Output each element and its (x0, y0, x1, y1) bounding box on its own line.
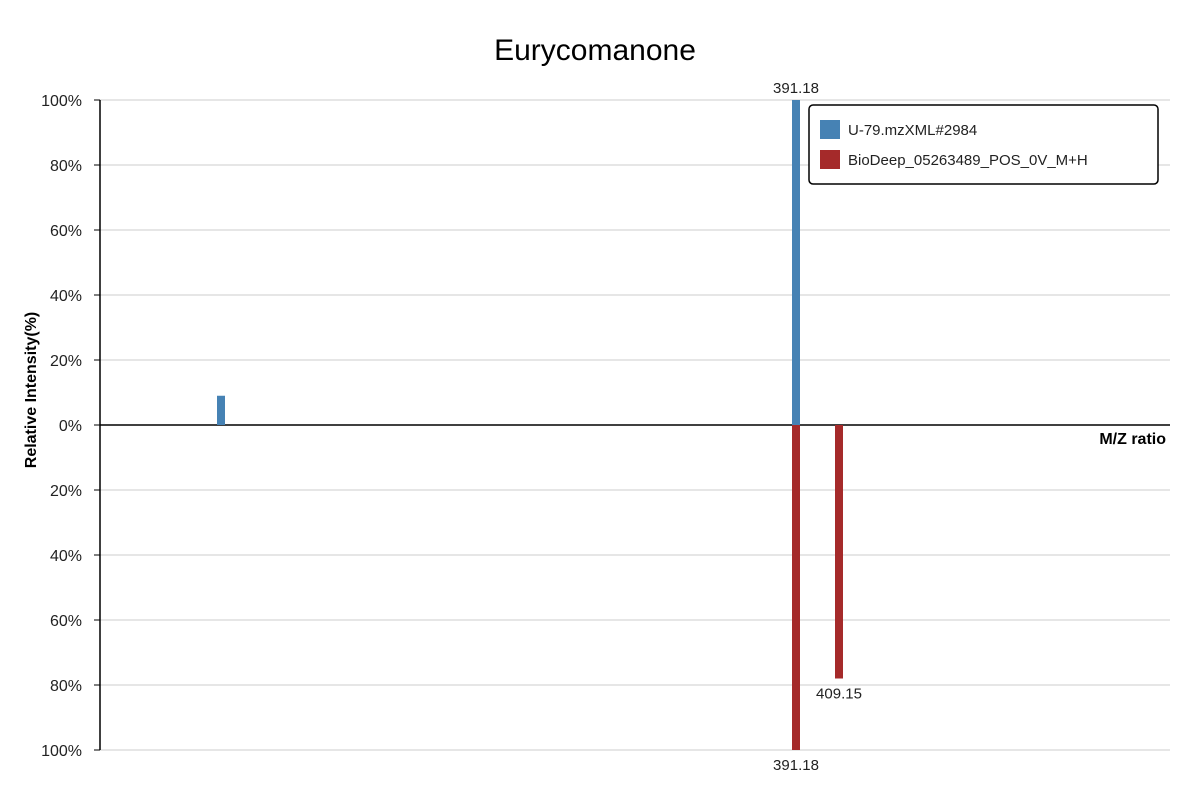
legend-swatch-reference (820, 150, 840, 169)
y-axis-label: Relative Intensity(%) (23, 312, 40, 468)
y-axis-ticks: 100% 80% 60% 40% 20% 0% 20% 40% 60% 80% 100% (41, 93, 100, 760)
legend-box (808, 104, 1159, 185)
peak-label: 409.15 (816, 686, 862, 703)
y-tick-label: 60% (50, 613, 82, 630)
chart-title: Eurycomanone (494, 34, 696, 67)
y-tick-label: 60% (50, 223, 82, 240)
y-tick-label: 100% (41, 93, 82, 110)
y-tick-label: 20% (50, 353, 82, 370)
peak-labels: 391.18 391.18 409.15 (773, 80, 862, 774)
y-tick-label: 20% (50, 483, 82, 500)
y-tick-label: 0% (59, 418, 82, 435)
y-tick-label: 80% (50, 678, 82, 695)
query-peak-bar (217, 395, 225, 425)
peak-label: 391.18 (773, 80, 819, 97)
y-tick-label: 40% (50, 548, 82, 565)
y-tick-label: 100% (41, 743, 82, 760)
legend-label-reference: BioDeep_05263489_POS_0V_M+H (848, 152, 1088, 169)
y-tick-label: 80% (50, 158, 82, 175)
legend: U-79.mzXML#2984 BioDeep_05263489_POS_0V_… (808, 104, 1159, 185)
grid-lines (100, 99, 1170, 751)
peak-bars (217, 100, 843, 750)
peak-label: 391.18 (773, 757, 819, 774)
reference-peak-bar (792, 425, 800, 750)
query-peak-bar (792, 100, 800, 425)
x-axis-label: M/Z ratio (1099, 431, 1166, 448)
legend-label-query: U-79.mzXML#2984 (848, 122, 977, 139)
legend-swatch-query (820, 120, 840, 139)
reference-peak-bar (835, 425, 843, 679)
y-tick-label: 40% (50, 288, 82, 305)
